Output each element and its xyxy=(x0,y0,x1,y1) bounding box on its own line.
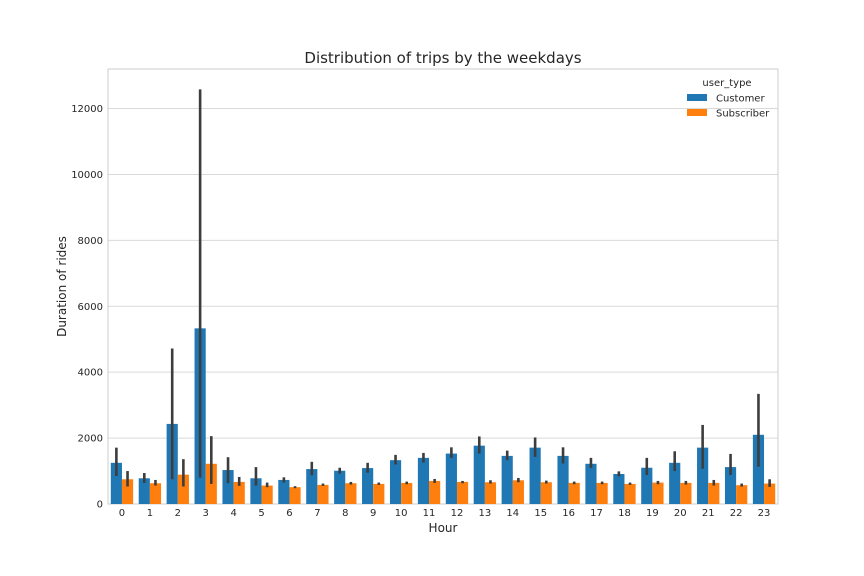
y-tick-label: 6000 xyxy=(78,302,103,313)
y-tick-label: 8000 xyxy=(78,236,103,247)
bar-customer-13 xyxy=(473,445,485,504)
bar-customer-20 xyxy=(669,462,681,504)
bar-customer-1 xyxy=(138,478,150,504)
bar-subscriber-22 xyxy=(736,485,748,504)
bar-subscriber-23 xyxy=(764,483,776,504)
plot-area-frame xyxy=(107,68,779,505)
bar-customer-22 xyxy=(724,467,737,504)
gridlines xyxy=(108,108,778,505)
bar-subscriber-1 xyxy=(149,483,162,504)
bar-subscriber-19 xyxy=(652,482,664,504)
x-tick-label: 2 xyxy=(175,508,181,519)
legend-label-subscriber: Subscriber xyxy=(716,109,770,120)
bar-customer-12 xyxy=(445,453,457,504)
x-tick-label: 21 xyxy=(702,508,715,519)
y-tick-label: 0 xyxy=(97,500,103,511)
bar-customer-14 xyxy=(501,455,513,504)
x-tick-label: 20 xyxy=(674,508,687,519)
bar-subscriber-6 xyxy=(289,487,301,504)
bar-customer-16 xyxy=(557,455,569,504)
x-tick-label: 10 xyxy=(395,508,408,519)
bar-customer-8 xyxy=(334,470,346,504)
x-tick-label: 1 xyxy=(147,508,153,519)
y-axis-label: Duration of rides xyxy=(55,236,69,337)
y-tick-label: 4000 xyxy=(78,368,103,379)
bar-subscriber-20 xyxy=(680,482,692,504)
x-tick-label: 5 xyxy=(258,508,264,519)
bar-subscriber-21 xyxy=(708,482,720,504)
x-tick-label: 22 xyxy=(730,508,743,519)
x-axis-label: Hour xyxy=(429,521,458,535)
bar-subscriber-10 xyxy=(401,482,413,504)
x-tick-label: 18 xyxy=(618,508,631,519)
bar-subscriber-17 xyxy=(596,482,608,504)
x-tick-label: 19 xyxy=(646,508,659,519)
bar-customer-19 xyxy=(641,467,653,504)
bar-customer-18 xyxy=(613,474,625,504)
x-tick-label: 14 xyxy=(506,508,519,519)
x-tick-label: 7 xyxy=(314,508,320,519)
x-tick-label: 4 xyxy=(230,508,236,519)
bar-subscriber-2 xyxy=(177,474,189,504)
bar-customer-17 xyxy=(585,463,597,504)
legend-title: user_type xyxy=(702,78,751,89)
bar-customer-6 xyxy=(278,479,290,504)
bar-subscriber-14 xyxy=(512,480,524,504)
bar-subscriber-8 xyxy=(345,483,357,504)
x-tick-label: 13 xyxy=(479,508,492,519)
y-tick-label: 10000 xyxy=(71,170,103,181)
bar-subscriber-12 xyxy=(456,481,469,504)
x-tick-label: 8 xyxy=(342,508,348,519)
bar-customer-10 xyxy=(389,460,402,504)
x-tick-label: 17 xyxy=(590,508,603,519)
chart-title: Distribution of trips by the weekdays xyxy=(304,49,581,67)
error-bars xyxy=(115,89,771,489)
y-tick-label: 2000 xyxy=(78,434,103,445)
y-tick-labels: 0 2000 4000 6000 8000 10000 12000 xyxy=(71,104,103,510)
x-tick-label: 0 xyxy=(119,508,125,519)
bar-customer-23 xyxy=(752,434,765,504)
bar-subscriber-16 xyxy=(568,482,580,504)
legend: user_type Customer Subscriber xyxy=(687,78,770,120)
bar-subscriber-9 xyxy=(373,483,385,504)
bar-customer-0 xyxy=(110,462,122,504)
x-tick-label: 12 xyxy=(451,508,464,519)
x-tick-label: 15 xyxy=(534,508,547,519)
bar-subscriber-13 xyxy=(484,482,497,504)
bar-customer-9 xyxy=(362,468,374,504)
x-tick-label: 6 xyxy=(286,508,292,519)
bar-subscriber-0 xyxy=(121,479,134,504)
x-tick-label: 23 xyxy=(758,508,771,519)
x-tick-label: 9 xyxy=(370,508,376,519)
x-tick-label: 16 xyxy=(562,508,575,519)
bar-customer-11 xyxy=(417,457,430,504)
bar-subscriber-5 xyxy=(261,485,273,504)
bar-customer-15 xyxy=(529,447,541,504)
bar-subscriber-15 xyxy=(540,482,552,504)
x-tick-labels: 0 1 2 3 4 5 6 7 8 9 10 11 12 13 14 15 16 17 18 19 20 21 22 23 xyxy=(119,508,771,519)
bar-subscriber-7 xyxy=(317,484,329,504)
bar-subscriber-18 xyxy=(624,483,636,504)
bar-customer-21 xyxy=(697,447,709,504)
bars xyxy=(110,328,776,504)
legend-swatch-subscriber xyxy=(687,109,707,116)
bar-customer-4 xyxy=(222,470,234,504)
legend-swatch-customer xyxy=(687,94,707,101)
x-tick-label: 3 xyxy=(203,508,209,519)
bar-subscriber-4 xyxy=(233,481,245,504)
bar-subscriber-11 xyxy=(429,480,441,504)
bar-customer-7 xyxy=(306,469,318,504)
legend-label-customer: Customer xyxy=(716,94,765,105)
y-tick-label: 12000 xyxy=(71,104,103,115)
x-tick-label: 11 xyxy=(423,508,436,519)
bar-customer-5 xyxy=(250,478,262,504)
